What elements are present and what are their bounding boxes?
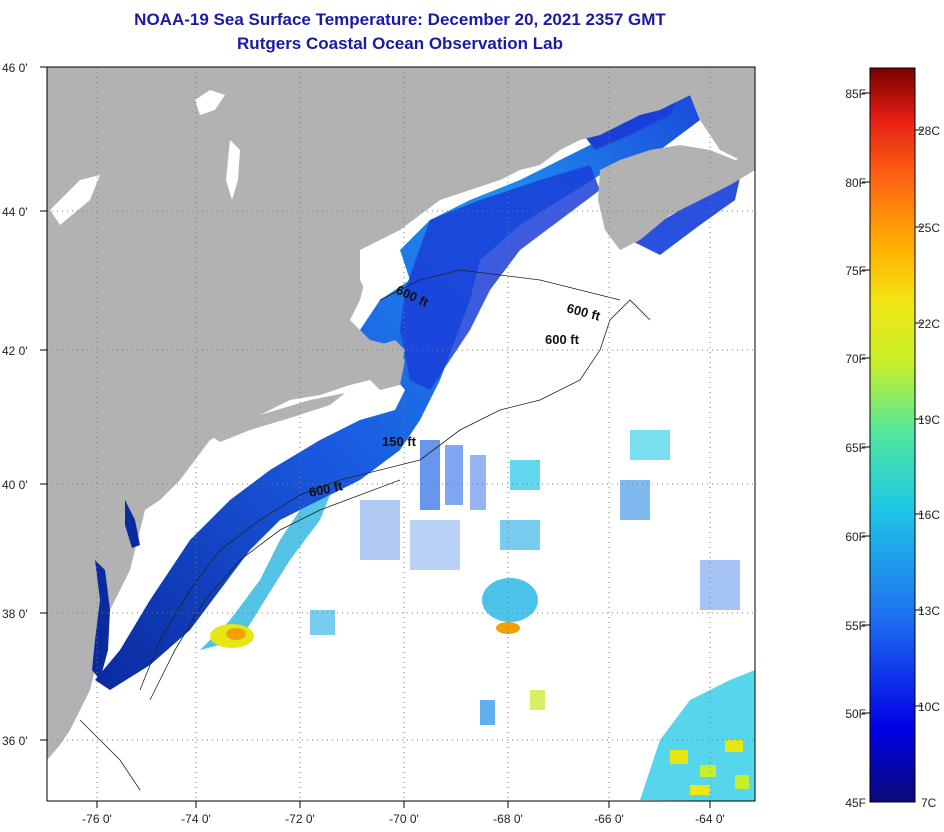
- map-title: NOAA-19 Sea Surface Temperature: Decembe…: [134, 10, 666, 29]
- contour-label: 600 ft: [545, 332, 580, 347]
- celsius-label: 10C: [918, 700, 940, 714]
- scotian-shelf-water: [630, 178, 740, 255]
- gulf-of-maine-water: [400, 165, 600, 390]
- lat-label: 44 0': [2, 205, 28, 219]
- depth-contours: [79, 269, 651, 791]
- land-us-east-coast: [47, 67, 755, 760]
- fahrenheit-label: 85F: [845, 87, 866, 101]
- fahrenheit-label: 45F: [845, 796, 866, 810]
- lat-label: 42 0': [2, 344, 28, 358]
- fahrenheit-label: 80F: [845, 176, 866, 190]
- lon-label: -76 0': [82, 812, 112, 826]
- graticule: [47, 67, 755, 801]
- map-subtitle: Rutgers Coastal Ocean Observation Lab: [237, 34, 563, 53]
- lat-label: 40 0': [2, 478, 28, 492]
- lon-label: -70 0': [389, 812, 419, 826]
- southeast-warm-spots: [670, 740, 749, 795]
- celsius-label: 7C: [921, 796, 937, 810]
- warm-slope-water: [200, 495, 330, 650]
- fahrenheit-label: 50F: [845, 707, 866, 721]
- lon-label: -72 0': [285, 812, 315, 826]
- fahrenheit-label: 60F: [845, 530, 866, 544]
- lat-label: 36 0': [2, 734, 28, 748]
- lon-label: -64 0': [695, 812, 725, 826]
- contour-label: 150 ft: [382, 434, 417, 449]
- celsius-label: 19C: [918, 413, 940, 427]
- celsius-label: 25C: [918, 221, 940, 235]
- lon-label: -66 0': [594, 812, 624, 826]
- shelf-water: [95, 95, 700, 690]
- contour-label: 600 ft: [308, 478, 345, 500]
- lat-label: 38 0': [2, 607, 28, 621]
- celsius-label: 28C: [918, 124, 940, 138]
- lat-label: 46 0': [2, 61, 28, 75]
- fahrenheit-label: 55F: [845, 619, 866, 633]
- land-long-island: [210, 393, 345, 442]
- fahrenheit-label: 65F: [845, 441, 866, 455]
- chesapeake-bay: [92, 560, 110, 680]
- lon-label: -68 0': [493, 812, 523, 826]
- delaware-bay: [125, 500, 140, 548]
- celsius-label: 13C: [918, 604, 940, 618]
- offshore-sst-patches: [310, 430, 740, 725]
- map-frame: [46, 66, 756, 802]
- inland-lakes: [50, 90, 395, 300]
- lon-label: -74 0': [181, 812, 211, 826]
- southeast-warm-patch: [640, 670, 755, 801]
- warm-eddy-center: [226, 628, 246, 640]
- fahrenheit-label: 75F: [845, 264, 866, 278]
- axis-ticks: [40, 66, 711, 808]
- celsius-label: 16C: [918, 508, 940, 522]
- land-nova-scotia: [598, 145, 755, 250]
- colorbar-ticks: [862, 92, 923, 714]
- fahrenheit-label: 70F: [845, 352, 866, 366]
- land-cape-cod: [380, 340, 405, 375]
- temperature-colorbar: [869, 67, 916, 803]
- celsius-label: 22C: [918, 317, 940, 331]
